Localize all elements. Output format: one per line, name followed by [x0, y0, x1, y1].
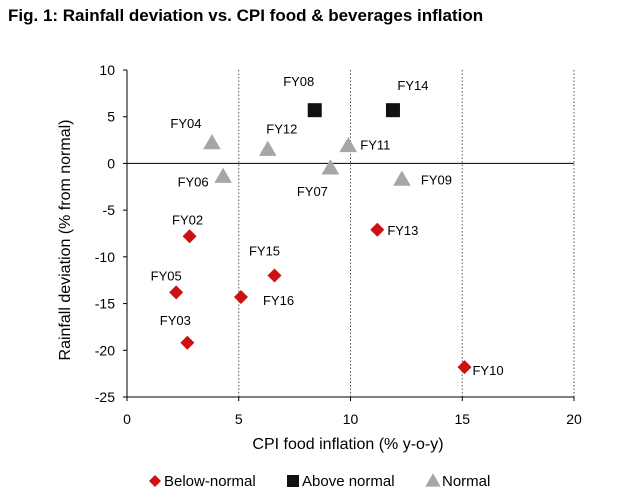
point-fy07: [321, 159, 340, 175]
point-label-fy12: FY12: [266, 121, 297, 136]
y-tick-label: -10: [95, 249, 115, 265]
point-fy13: [370, 222, 385, 237]
point-fy16: [233, 290, 248, 305]
x-tick-label: 20: [566, 411, 582, 427]
x-tick-label: 0: [123, 411, 131, 427]
chart-title: Fig. 1: Rainfall deviation vs. CPI food …: [8, 6, 484, 25]
legend-label-0: Below-normal: [164, 473, 256, 490]
point-label-fy06: FY06: [178, 175, 209, 190]
point-fy06: [214, 167, 232, 183]
point-fy03: [180, 335, 195, 350]
point-fy02: [182, 229, 197, 244]
point-label-fy03: FY03: [160, 313, 191, 328]
point-fy04: [203, 134, 221, 150]
y-tick-label: -25: [95, 389, 115, 405]
x-tick-label: 5: [235, 411, 243, 427]
point-fy05: [169, 285, 184, 300]
tick-labels: 10 5 0 -5 -10 -15 -20 -25 0 5 10 15 20: [95, 62, 582, 427]
y-tick-label: 10: [99, 62, 115, 78]
y-tick-label: -5: [103, 202, 116, 218]
point-fy14: [385, 103, 400, 118]
point-fy12: [259, 140, 277, 156]
legend-label-1: Above normal: [302, 473, 395, 490]
y-tick-label: -15: [95, 296, 115, 312]
point-label-fy11: FY11: [360, 138, 390, 153]
x-tick-label: 10: [343, 411, 359, 427]
point-labels: FY02 FY05 FY03 FY15 FY16 FY13 FY10 FY08 FY14 FY04…: [151, 74, 504, 378]
point-fy11: [339, 136, 358, 153]
data-points: [169, 103, 472, 375]
y-tick-label: -20: [95, 342, 115, 358]
point-fy15: [267, 268, 282, 283]
point-label-fy02: FY02: [172, 212, 203, 227]
x-tick-label: 15: [454, 411, 470, 427]
axes: [123, 69, 575, 401]
x-axis-label: CPI food inflation (% y-o-y): [252, 436, 443, 453]
y-tick-label: 0: [107, 155, 115, 171]
point-label-fy05: FY05: [151, 268, 182, 283]
legend: Below-normal Above normal Normal: [149, 473, 490, 490]
point-label-fy07: FY07: [297, 184, 328, 199]
point-label-fy09: FY09: [421, 172, 452, 187]
y-tick-label: 5: [107, 109, 115, 125]
legend-marker-2: [425, 473, 441, 487]
point-fy10: [457, 360, 472, 375]
legend-marker-0: [149, 475, 161, 487]
point-label-fy14: FY14: [397, 78, 428, 93]
point-fy08: [307, 103, 322, 118]
point-label-fy04: FY04: [170, 116, 201, 131]
legend-marker-1: [287, 475, 299, 487]
legend-label-2: Normal: [442, 473, 490, 490]
point-label-fy10: FY10: [472, 363, 503, 378]
point-label-fy13: FY13: [387, 223, 418, 238]
point-label-fy16: FY16: [263, 293, 294, 308]
point-label-fy15: FY15: [249, 244, 280, 259]
point-fy09: [393, 170, 411, 186]
point-label-fy08: FY08: [283, 74, 314, 89]
y-axis-label: Rainfall deviation (% from normal): [57, 120, 74, 361]
